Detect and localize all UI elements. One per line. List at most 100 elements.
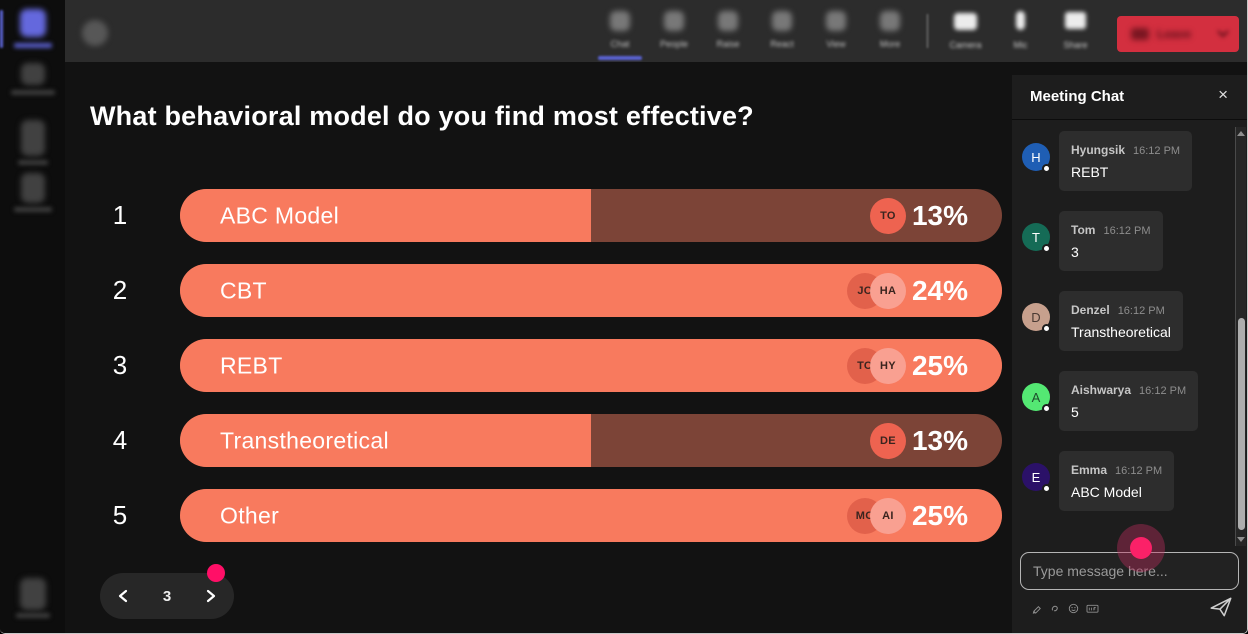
- previous-slide-button[interactable]: [116, 588, 132, 604]
- toolbar-tab[interactable]: Chat: [593, 0, 647, 62]
- poll-option-percent: 24%: [911, 274, 968, 306]
- device-icon: [1065, 12, 1086, 29]
- attachment-icon[interactable]: [1050, 603, 1061, 614]
- voter-avatar-chip: TO: [869, 197, 906, 234]
- poll-option-bar: REBT TO HY 25%: [180, 339, 1002, 392]
- close-icon[interactable]: ×: [1218, 85, 1228, 104]
- voter-avatar-chip: HA: [869, 272, 906, 309]
- voter-chips: DE: [869, 422, 906, 459]
- emoji-icon[interactable]: [1068, 603, 1079, 614]
- toolbar-tab-icon: [772, 11, 792, 31]
- poll-option-bar-fill: [180, 414, 591, 467]
- chat-title: Meeting Chat: [1030, 88, 1125, 105]
- message-bubble: Denzel 16:12 PM Transtheoretical: [1059, 291, 1183, 351]
- slide-page-number: 3: [162, 587, 172, 605]
- chat-scrollbar: [1235, 127, 1246, 546]
- poll-option-result-group: DE 13%: [869, 414, 968, 467]
- presence-status-dot: [1042, 324, 1051, 333]
- scrollbar-thumb[interactable]: [1238, 318, 1245, 530]
- active-tab-underline: [598, 56, 642, 60]
- poll-option-bar: CBT JO HA 24%: [180, 264, 1002, 317]
- message-text: ABC Model: [1071, 484, 1142, 500]
- toolbar-tabs: Chat People Raise React: [593, 0, 917, 62]
- toolbar-tab-icon: [718, 11, 738, 31]
- avatar-wrap: E: [1022, 463, 1051, 511]
- toolbar-tab-label: React: [770, 39, 794, 49]
- poll-option-row: 4 Transtheoretical DE 13%: [93, 414, 1002, 467]
- message-header: Emma 16:12 PM: [1071, 461, 1162, 479]
- poll-option-row: 5 Other MO AI 25%: [93, 489, 1002, 542]
- sender-name: Denzel: [1071, 303, 1110, 317]
- scroll-up-arrow[interactable]: [1237, 131, 1245, 136]
- chat-message: T Tom 16:12 PM 3: [1022, 211, 1234, 271]
- message-header: Aishwarya 16:12 PM: [1071, 381, 1186, 399]
- sidebar-item-3-icon[interactable]: [21, 120, 45, 156]
- chat-message-input[interactable]: [1020, 552, 1239, 590]
- poll-option-result-group: TO HY 25%: [846, 339, 968, 392]
- next-slide-button[interactable]: [202, 588, 218, 604]
- poll-option-label: ABC Model: [220, 202, 340, 228]
- device-label: Camera: [949, 40, 982, 50]
- sidebar-item-2-icon[interactable]: [21, 63, 45, 85]
- device-button[interactable]: Camera: [938, 0, 993, 62]
- chevron-down-icon: [1217, 30, 1229, 38]
- poll-option-row: 3 REBT TO HY 25%: [93, 339, 1002, 392]
- leave-button[interactable]: Leave: [1117, 16, 1239, 52]
- poll-option-label: Transtheoretical: [220, 427, 389, 453]
- poll-option-percent: 25%: [911, 349, 968, 381]
- toolbar-tab[interactable]: People: [647, 0, 701, 62]
- poll-option-result-group: JO HA 24%: [846, 264, 968, 317]
- chat-messages: H Hyungsik 16:12 PM REBT T: [1022, 131, 1234, 511]
- avatar-wrap: D: [1022, 303, 1051, 351]
- message-time: 16:12 PM: [1117, 305, 1165, 317]
- composer-toolbar: [1032, 603, 1099, 614]
- pager-notification-dot: [207, 564, 225, 582]
- scroll-down-arrow[interactable]: [1237, 537, 1245, 542]
- sidebar-item-2-label: [11, 90, 55, 95]
- sidebar-item-active-icon[interactable]: [20, 9, 46, 37]
- poll-question-title: What behavioral model do you find most e…: [90, 101, 754, 131]
- poll-option-label: CBT: [220, 277, 267, 303]
- message-header: Denzel 16:12 PM: [1071, 301, 1171, 319]
- device-button[interactable]: Mic: [993, 0, 1048, 62]
- poll-option-bar: Transtheoretical DE 13%: [180, 414, 1002, 467]
- settings-icon[interactable]: [82, 20, 108, 46]
- device-label: Share: [1063, 40, 1088, 50]
- poll-option-row: 1 ABC Model TO 13%: [93, 189, 1002, 242]
- voter-avatar-chip: HY: [869, 347, 906, 384]
- toolbar-tab[interactable]: More: [863, 0, 917, 62]
- message-text: 3: [1071, 244, 1079, 260]
- toolbar-tab[interactable]: React: [755, 0, 809, 62]
- sidebar-item-4-label: [14, 207, 52, 212]
- toolbar-tab[interactable]: Raise: [701, 0, 755, 62]
- voter-avatar-chip: AI: [869, 497, 906, 534]
- toolbar-tab-icon: [610, 11, 630, 31]
- sender-name: Hyungsik: [1071, 143, 1126, 157]
- message-text: REBT: [1071, 164, 1109, 180]
- toolbar-divider: [927, 14, 928, 48]
- format-pen-icon[interactable]: [1032, 603, 1043, 614]
- device-button[interactable]: Share: [1048, 0, 1103, 62]
- sidebar-item-bottom-icon[interactable]: [20, 578, 46, 610]
- poll-option-label: Other: [220, 502, 280, 528]
- leave-button-label: Leave: [1157, 27, 1192, 41]
- poll-option-rank: 3: [112, 350, 128, 380]
- gif-icon[interactable]: [1086, 603, 1099, 614]
- poll-option-rank: 1: [112, 200, 128, 230]
- presence-status-dot: [1042, 164, 1051, 173]
- meeting-chat-panel: Meeting Chat × H Hyungsik 16:12 PM REBT: [1012, 75, 1247, 633]
- message-time: 16:12 PM: [1133, 145, 1181, 157]
- toolbar-tab[interactable]: View: [809, 0, 863, 62]
- chevron-left-icon: [118, 589, 128, 603]
- sidebar-item-4-icon[interactable]: [21, 173, 45, 203]
- poll-option-percent: 13%: [911, 424, 968, 456]
- toolbar-tab-icon: [880, 11, 900, 31]
- chat-message: H Hyungsik 16:12 PM REBT: [1022, 131, 1234, 191]
- message-time: 16:12 PM: [1103, 225, 1151, 237]
- send-icon[interactable]: [1208, 594, 1234, 620]
- device-icon: [954, 13, 977, 30]
- sender-name: Emma: [1071, 463, 1108, 477]
- poll-option-percent: 13%: [911, 199, 968, 231]
- sender-name: Tom: [1071, 223, 1096, 237]
